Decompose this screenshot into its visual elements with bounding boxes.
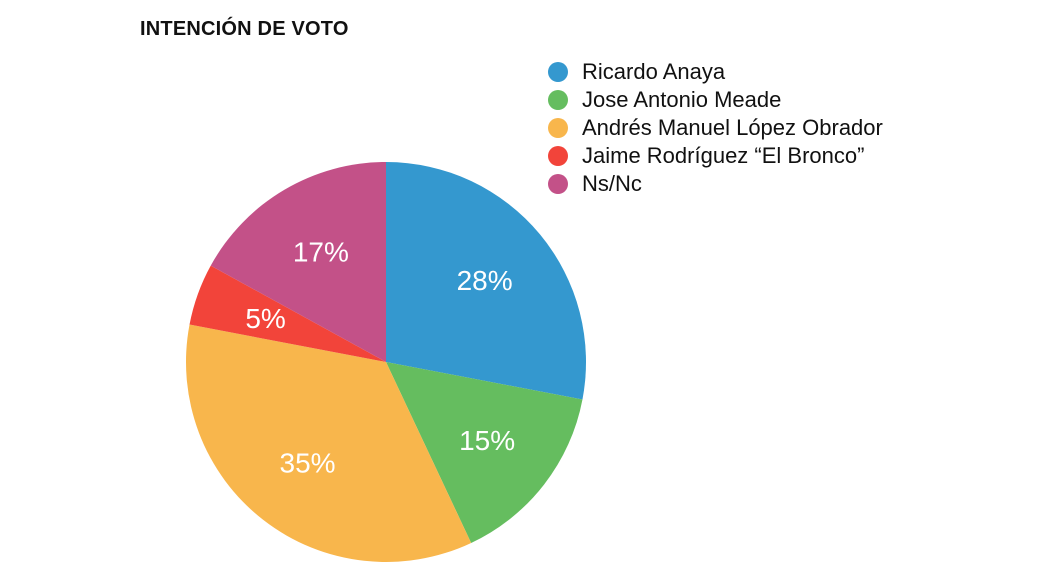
pie-label-ricardo-anaya: 28% [457, 265, 513, 296]
legend-swatch [548, 90, 568, 110]
pie-slice-jaime-rodriguez [189, 265, 386, 362]
legend-label: Jaime Rodríguez “El Bronco” [582, 143, 865, 168]
legend-item-jose-antonio-meade: Jose Antonio Meade [548, 86, 883, 114]
legend-item-ns-nc: Ns/Nc [548, 170, 883, 198]
pie-slice-jose-antonio-meade [386, 362, 583, 543]
legend-label: Ricardo Anaya [582, 59, 726, 84]
legend-item-ricardo-anaya: Ricardo Anaya [548, 58, 883, 86]
pie-label-jaime-rodriguez: 5% [245, 303, 285, 334]
pie-slice-ns-nc [210, 162, 386, 362]
legend-swatch [548, 174, 568, 194]
legend-label: Jose Antonio Meade [582, 87, 782, 112]
legend-swatch [548, 62, 568, 82]
pie-slice-amlo [186, 324, 472, 562]
chart-legend: Ricardo Anaya Jose Antonio Meade Andrés … [548, 58, 883, 198]
legend-label: Ns/Nc [582, 171, 642, 196]
chart-title: INTENCIÓN DE VOTO [140, 18, 349, 40]
pie-label-ns-nc: 17% [293, 236, 349, 267]
pie-label-amlo: 35% [280, 448, 336, 479]
legend-item-jaime-rodriguez: Jaime Rodríguez “El Bronco” [548, 142, 883, 170]
legend-label: Andrés Manuel López Obrador [582, 115, 883, 140]
legend-swatch [548, 146, 568, 166]
pie-label-jose-antonio-meade: 15% [459, 425, 515, 456]
legend-swatch [548, 118, 568, 138]
pie-slice-ricardo-anaya [386, 162, 586, 400]
legend-item-amlo: Andrés Manuel López Obrador [548, 114, 883, 142]
